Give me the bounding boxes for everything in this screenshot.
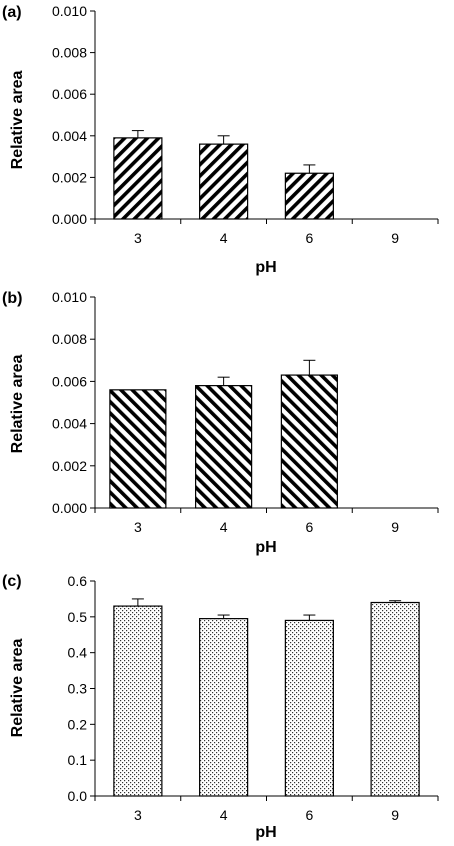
panel-c-x-tick-label: 6 — [305, 807, 313, 823]
panel-a-bar — [113, 137, 163, 220]
panel-b-x-tick-label: 6 — [305, 519, 313, 535]
panel-a-y-tick-label: 0.004 — [52, 128, 87, 144]
panel-b-bar — [280, 374, 338, 509]
panel-a-x-tick-label: 4 — [220, 230, 228, 246]
panel-c-bar — [284, 619, 334, 797]
panel-b-y-tick-label: 0.006 — [52, 373, 87, 389]
panel-c-y-tick-label: 0.5 — [68, 609, 88, 625]
panel-a-x-tick-label: 6 — [305, 230, 313, 246]
panel-c-y-tick-label: 0.4 — [68, 645, 88, 661]
panel-c-y-tick-label: 0.1 — [68, 752, 88, 768]
panel-c-x-axis-title: pH — [255, 824, 276, 841]
panel-a-bar — [199, 143, 249, 220]
panel-a-y-tick-label: 0.008 — [52, 45, 87, 61]
panel-b-x-tick-label: 3 — [134, 519, 142, 535]
panel-b-label: (b) — [2, 290, 22, 307]
panel-c-x-tick-label: 4 — [220, 807, 228, 823]
panel-b-plot: 0.000 0.002 0.004 0.006 0.008 0.010 3 4 6 9 — [52, 289, 439, 535]
panel-b-y-tick-label: 0.002 — [52, 458, 87, 474]
panel-c-y-tick-label: 0.6 — [68, 573, 88, 589]
panel-a-y-tick-label: 0.002 — [52, 169, 87, 185]
panel-a-bar — [284, 172, 334, 220]
panel-c: (c) Relative area pH 0.00.10.20.30.40.50… — [2, 573, 439, 841]
panel-c-bar — [199, 618, 249, 797]
panel-b-x-tick-label: 9 — [391, 519, 399, 535]
panel-a-x-tick-label: 3 — [134, 230, 142, 246]
panel-a-x-tick-label: 9 — [391, 230, 399, 246]
panel-b-y-tick-label: 0.010 — [52, 289, 87, 305]
panel-a-y-tick-label: 0.006 — [52, 86, 87, 102]
panel-b-bar — [109, 389, 167, 509]
panel-a-y-tick-label: 0.010 — [52, 3, 87, 19]
panel-b-x-axis-title: pH — [255, 539, 276, 556]
panel-c-x-tick-label: 3 — [134, 807, 142, 823]
panel-c-label: (c) — [2, 573, 22, 590]
panel-a: (a) Relative area pH 0.0000.0020.0040.00… — [2, 3, 439, 276]
panel-b-x-tick-label: 4 — [220, 519, 228, 535]
panel-c-bar — [370, 601, 420, 797]
panel-a-y-axis-title: Relative area — [9, 71, 26, 170]
panel-c-x-tick-label: 9 — [391, 807, 399, 823]
panel-b-y-tick-label: 0.008 — [52, 331, 87, 347]
panel-b-y-axis-title: Relative area — [9, 355, 26, 454]
panel-b-y-tick-label: 0.004 — [52, 416, 87, 432]
panel-c-y-axis-title: Relative area — [9, 639, 26, 738]
panel-c-y-tick-label: 0.2 — [68, 716, 88, 732]
panel-a-y-tick-label: 0.000 — [52, 211, 87, 227]
panel-c-plot: 0.0 0.1 0.2 0.3 0.4 0.5 0.6 3 4 6 9 — [68, 573, 439, 823]
panel-c-y-tick-label: 0.3 — [68, 681, 88, 697]
panel-c-bar — [113, 605, 163, 797]
panel-b-y-tick-label: 0.000 — [52, 500, 87, 516]
panel-b: (b) Relative area pH 0.0000.0020.0040.00… — [2, 289, 439, 556]
panel-a-x-axis-title: pH — [255, 259, 276, 276]
panel-b-bar — [195, 385, 253, 509]
panel-a-label: (a) — [2, 4, 22, 21]
panel-a-plot: 0.000 0.002 0.004 0.006 0.008 0.010 3 4 6 9 — [52, 3, 439, 246]
panel-c-y-tick-label: 0.0 — [68, 788, 88, 804]
